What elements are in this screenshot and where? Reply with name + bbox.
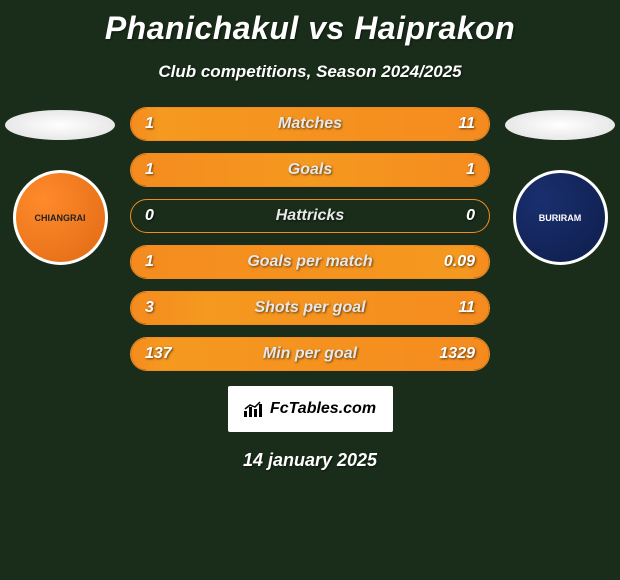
stat-label: Matches (191, 115, 429, 133)
shadow-ellipse (505, 110, 615, 140)
page-title: Phanichakul vs Haiprakon (0, 10, 620, 47)
subtitle: Club competitions, Season 2024/2025 (0, 62, 620, 82)
shadow-ellipse (5, 110, 115, 140)
stat-row: 3Shots per goal11 (130, 291, 490, 325)
branding-text: FcTables.com (270, 400, 376, 418)
stat-value-right: 11 (429, 115, 489, 133)
stat-row: 1Goals1 (130, 153, 490, 187)
stat-value-right: 1329 (429, 345, 489, 363)
player-right-block: BURIRAM (500, 110, 620, 265)
stat-row: 137Min per goal1329 (130, 337, 490, 371)
stat-row: 1Matches11 (130, 107, 490, 141)
comparison-widget: Phanichakul vs Haiprakon Club competitio… (0, 0, 620, 471)
chart-icon (244, 401, 264, 417)
stat-value-right: 0.09 (429, 253, 489, 271)
stat-label: Hattricks (191, 207, 429, 225)
stat-value-right: 1 (429, 161, 489, 179)
team-logo-left: CHIANGRAI (13, 170, 108, 265)
stat-value-left: 1 (131, 253, 191, 271)
stats-list: 1Matches111Goals10Hattricks01Goals per m… (130, 107, 490, 371)
player-left-block: CHIANGRAI (0, 110, 120, 265)
stat-value-right: 11 (429, 299, 489, 317)
stat-value-left: 1 (131, 161, 191, 179)
stat-value-left: 3 (131, 299, 191, 317)
stat-label: Min per goal (191, 345, 429, 363)
stat-value-left: 1 (131, 115, 191, 133)
stat-row: 0Hattricks0 (130, 199, 490, 233)
stat-label: Goals per match (191, 253, 429, 271)
stat-row: 1Goals per match0.09 (130, 245, 490, 279)
stat-value-left: 0 (131, 207, 191, 225)
stat-label: Shots per goal (191, 299, 429, 317)
team-logo-left-label: CHIANGRAI (35, 213, 86, 223)
stat-value-left: 137 (131, 345, 191, 363)
stat-value-right: 0 (429, 207, 489, 225)
team-logo-right: BURIRAM (513, 170, 608, 265)
stat-label: Goals (191, 161, 429, 179)
branding-badge[interactable]: FcTables.com (228, 386, 393, 432)
date-label: 14 january 2025 (0, 450, 620, 471)
team-logo-right-label: BURIRAM (539, 213, 582, 223)
